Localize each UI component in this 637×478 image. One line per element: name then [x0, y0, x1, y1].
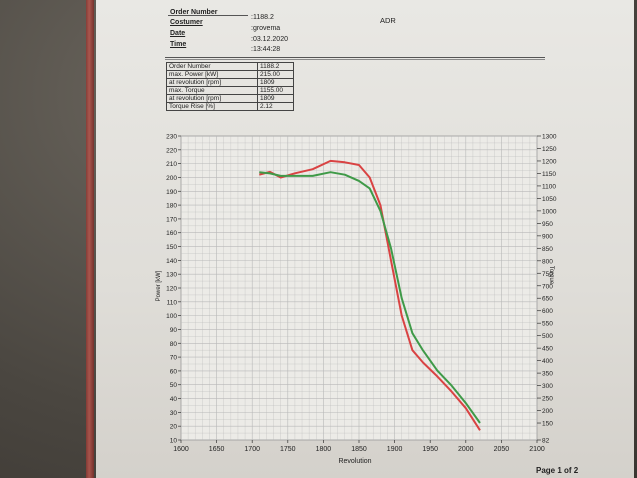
spec-value: 2.12: [257, 102, 294, 111]
y2-tick-label: 700: [542, 283, 553, 290]
y2-tick-label: 1100: [542, 183, 556, 190]
y2-tick-label: 450: [542, 346, 553, 353]
y2-tick-label: 550: [542, 321, 553, 328]
specs-table: Order Number 1188.2 max. Power [kW] 215.00…: [166, 62, 294, 111]
y2-tick-label: 300: [542, 383, 553, 390]
y2-tick-label: 200: [542, 408, 553, 415]
chart-grid: [180, 135, 538, 441]
y2-tick-label: 900: [542, 233, 553, 240]
time-value: :13:44:28: [251, 46, 281, 53]
red-binder-edge: [86, 0, 94, 478]
y-tick-label: 220: [166, 147, 177, 154]
header-rule-2: [165, 59, 545, 60]
y-tick-label: 10: [170, 438, 178, 445]
y2-tick-label: 1300: [542, 134, 557, 141]
y2-tick-label: 600: [542, 308, 553, 315]
y-tick-label: 230: [166, 134, 177, 141]
y2-tick-label: 1250: [542, 146, 557, 153]
y-tick-label: 140: [166, 258, 177, 265]
x-tick-label: 2100: [529, 446, 545, 453]
adr-tag: ADR: [380, 16, 396, 25]
series-line-power: [259, 159, 481, 431]
chart-axes: 1600 1650 1700 1750 1800 1850 1900 1950 2000 2050…: [166, 134, 557, 454]
y2-tick-label: 350: [542, 371, 553, 378]
date-label: Date: [170, 30, 186, 37]
header-rule: [165, 57, 545, 58]
x-tick-label: 2000: [458, 446, 474, 453]
y-tick-label: 120: [166, 286, 177, 293]
customer-label: Costumer: [170, 19, 203, 26]
y2-tick-label: 1050: [542, 196, 557, 203]
y2-tick-label: 1200: [542, 158, 557, 165]
y-tick-label: 60: [170, 368, 178, 375]
y-tick-label: 180: [166, 203, 177, 210]
y2-tick-label: 150: [542, 421, 553, 428]
order-number-value: :1188.2: [251, 14, 274, 21]
y-tick-label: 130: [166, 272, 177, 279]
x-tick-label: 1850: [351, 446, 367, 453]
x-tick-label: 1750: [280, 446, 296, 453]
y-tick-label: 200: [166, 175, 177, 182]
y-tick-label: 190: [166, 189, 177, 196]
y-tick-label: 150: [166, 244, 177, 251]
y2-axis-label: Torque: [548, 266, 554, 285]
y-tick-label: 210: [166, 161, 177, 168]
y2-tick-label: 82: [542, 438, 550, 445]
chart-series: [259, 159, 481, 431]
y2-tick-label: 500: [542, 333, 553, 340]
y2-tick-label: 250: [542, 396, 553, 403]
page-indicator: Page 1 of 2: [536, 466, 579, 475]
y-tick-label: 160: [166, 230, 177, 237]
x-tick-label: 1900: [387, 446, 403, 453]
y2-tick-label: 1150: [542, 171, 556, 178]
y2-tick-label: 400: [542, 358, 553, 365]
y2-tick-label: 750: [542, 271, 553, 278]
customer-value: :grovema: [251, 25, 281, 32]
y-tick-label: 40: [170, 396, 178, 403]
series-line-torque: [259, 171, 481, 424]
y-tick-label: 80: [170, 341, 178, 348]
y2-tick-label: 800: [542, 258, 553, 265]
y-tick-label: 70: [170, 355, 178, 362]
y-axis-label: Power [kW]: [156, 270, 162, 301]
table-row: Torque Rise [%] 2.12: [166, 102, 294, 111]
y-tick-label: 90: [170, 327, 178, 334]
y2-tick-label: 650: [542, 296, 553, 303]
x-tick-label: 1650: [209, 446, 225, 453]
date-value: :03.12.2020: [251, 36, 288, 43]
time-label: Time: [170, 41, 187, 48]
y-tick-label: 50: [170, 382, 178, 389]
y2-tick-label: 1000: [542, 208, 557, 215]
y2-tick-label: 850: [542, 246, 553, 253]
y2-tick-label: 950: [542, 221, 553, 228]
y-tick-label: 170: [166, 216, 177, 223]
y-tick-label: 110: [167, 299, 178, 306]
x-tick-label: 1800: [316, 446, 332, 453]
order-number-label: Order Number: [170, 9, 218, 16]
x-tick-label: 2050: [494, 446, 510, 453]
y-tick-label: 20: [170, 424, 178, 431]
x-tick-label: 1950: [422, 446, 438, 453]
y-tick-label: 30: [170, 410, 178, 417]
x-tick-label: 1600: [173, 446, 189, 453]
x-tick-label: 1700: [244, 446, 260, 453]
x-axis-label: Revolution: [338, 458, 371, 465]
y-tick-label: 100: [166, 313, 177, 320]
header-divider: [168, 15, 248, 16]
